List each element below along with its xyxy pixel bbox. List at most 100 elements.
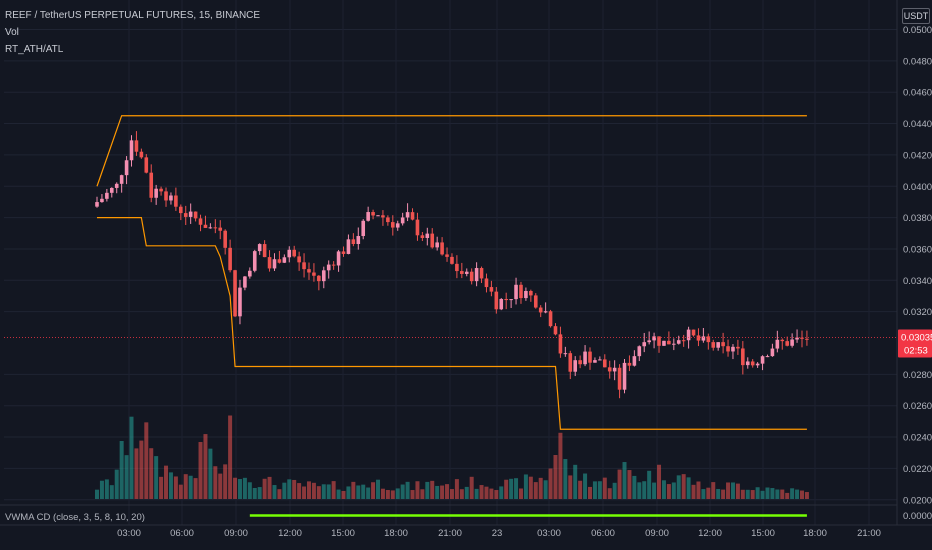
volume-bar [247, 482, 252, 499]
candle-body [455, 263, 459, 272]
candle-body [341, 251, 346, 254]
candle-body [637, 346, 642, 357]
x-tick-label: 21:00 [438, 528, 462, 539]
candle-body [119, 175, 124, 184]
y-tick-label: 0.032000 [903, 307, 932, 318]
candle-body [282, 257, 287, 263]
volume-bar [597, 481, 602, 499]
candle-body [361, 220, 366, 237]
candle-body [627, 362, 632, 366]
y-tick-label: 0.050000 [903, 25, 932, 36]
candle-body [203, 224, 208, 228]
volume-bar [361, 484, 366, 499]
volume-bar [159, 476, 164, 499]
volume-bar [144, 422, 149, 499]
volume-bar [277, 489, 282, 499]
candle-body [272, 259, 277, 269]
volume-bar [341, 490, 346, 499]
candle-body [395, 223, 400, 228]
candle-body [800, 337, 804, 339]
candle-body [790, 339, 794, 346]
indicator-legend[interactable]: RT_ATH/ATL [5, 44, 64, 55]
volume-bar [558, 432, 563, 499]
volume-bar [149, 448, 154, 499]
volume-bar [154, 456, 159, 499]
volume-bar [666, 484, 671, 499]
candle-body [750, 361, 755, 366]
volume-bar [711, 482, 716, 499]
x-tick-label: 09:00 [224, 528, 248, 539]
volume-bar [489, 488, 494, 499]
x-tick-label: 12:00 [698, 528, 722, 539]
volume-bar [523, 474, 528, 499]
volume-bar [612, 482, 617, 499]
symbol-title[interactable]: REEF / TetherUS PERPETUAL FUTURES, 15, B… [5, 10, 261, 21]
candle-body [277, 259, 282, 263]
candle-body [755, 363, 760, 366]
candle-body [741, 348, 745, 366]
volume-bar [188, 475, 193, 499]
candle-body [228, 247, 232, 271]
volume-bar [405, 481, 410, 499]
candle-body [563, 353, 568, 355]
volume-bar [287, 479, 292, 499]
candle-body [109, 187, 114, 193]
volume-bar [336, 489, 341, 499]
volume-bar [139, 440, 144, 499]
candle-body [533, 295, 538, 308]
volume-bar [484, 486, 489, 499]
volume-legend[interactable]: Vol [5, 27, 19, 38]
volume-bar [543, 480, 548, 499]
candle-body [124, 160, 129, 176]
candle-body [440, 242, 444, 255]
candle-body [415, 219, 420, 236]
candle-body [667, 340, 671, 345]
volume-bar [671, 482, 676, 499]
candle-body [243, 276, 247, 288]
volume-bar [119, 440, 124, 499]
candle-body [716, 342, 720, 348]
volume-bar [440, 485, 445, 499]
volume-bar [218, 473, 223, 499]
volume-bar [282, 482, 287, 499]
candle-body [450, 256, 454, 264]
candle-body [317, 275, 321, 282]
volume-bar [795, 489, 800, 499]
volume-bar [371, 482, 376, 499]
currency-badge[interactable]: USDT [902, 8, 930, 24]
candle-layer [95, 131, 809, 399]
volume-layer [95, 415, 809, 499]
candle-body [238, 287, 242, 317]
volume-bar [583, 473, 588, 499]
candle-body [529, 290, 533, 296]
volume-bar [509, 478, 514, 499]
volume-bar [706, 487, 711, 499]
volume-bar [790, 488, 795, 499]
volume-bar [124, 455, 129, 499]
candle-body [464, 271, 469, 274]
volume-bar [696, 481, 701, 499]
candle-body [430, 233, 435, 248]
volume-bar [356, 485, 361, 499]
y-tick-label: 0.024000 [903, 433, 932, 444]
candle-body [785, 341, 789, 346]
candle-body [499, 298, 504, 310]
volume-bar [750, 490, 755, 499]
candle-body [223, 230, 227, 248]
candle-body [257, 244, 262, 252]
price-tag-countdown: 02:53 [904, 346, 928, 357]
volume-bar [346, 486, 351, 499]
volume-bar [390, 490, 395, 499]
candle-body [149, 172, 154, 198]
candle-body [420, 235, 425, 239]
sub-pane-legend[interactable]: VWMA CD (close, 3, 5, 8, 10, 20) [5, 512, 145, 523]
candle-body [174, 195, 178, 207]
volume-bar [228, 415, 233, 499]
volume-bar [321, 484, 326, 499]
candle-body [775, 339, 780, 349]
candle-body [652, 336, 656, 341]
volume-bar [237, 479, 242, 499]
volume-bar [262, 478, 267, 499]
